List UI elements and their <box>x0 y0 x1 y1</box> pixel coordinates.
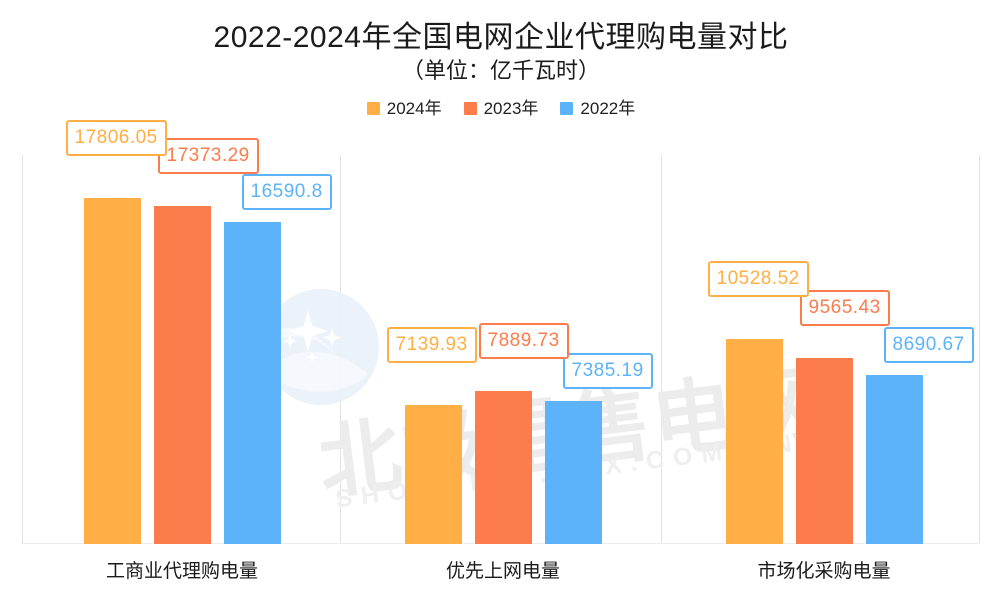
value-label: 10528.52 <box>707 261 809 297</box>
value-label: 9565.43 <box>799 290 890 326</box>
chart-legend: 2024年 2023年 2022年 <box>0 100 1002 117</box>
bar-rect <box>725 339 783 544</box>
bar-2023年-优先上网电量[interactable]: 7889.73 <box>474 155 569 544</box>
chart-subtitle: （单位：亿千瓦时） <box>401 58 600 83</box>
legend-swatch-icon <box>463 102 477 115</box>
bar-rect <box>223 222 281 544</box>
bar-rect <box>83 198 141 544</box>
legend-swatch-icon <box>560 102 574 115</box>
bar-rect <box>865 375 923 544</box>
group-divider-2 <box>661 155 662 543</box>
bar-rect <box>153 206 211 544</box>
bar-rect <box>404 405 462 544</box>
value-label: 8690.67 <box>883 327 974 363</box>
legend-item-label: 2024年 <box>386 99 442 118</box>
value-label: 7889.73 <box>478 323 569 359</box>
bar-2024年-市场化采购电量[interactable]: 10528.52 <box>707 155 809 544</box>
value-label: 16590.8 <box>241 174 332 210</box>
legend-swatch-icon <box>366 102 380 115</box>
bar-2022年-市场化采购电量[interactable]: 8690.67 <box>865 155 974 544</box>
bar-groups: 17806.05 17373.29 16590.8 7139.93 7889.73 738… <box>22 120 980 544</box>
bar-2022年-优先上网电量[interactable]: 7385.19 <box>544 155 653 544</box>
value-label: 7385.19 <box>562 353 653 389</box>
bar-2024年-优先上网电量[interactable]: 7139.93 <box>386 155 477 544</box>
bar-2023年-工商业代理购电量[interactable]: 17373.29 <box>153 138 259 544</box>
legend-item-2024年[interactable]: 2024年 <box>366 99 442 118</box>
value-label: 7139.93 <box>386 327 477 363</box>
bar-2024年-工商业代理购电量[interactable]: 17806.05 <box>65 120 167 544</box>
category-label-3: 市场化采购电量 <box>757 561 891 582</box>
legend-item-2023年[interactable]: 2023年 <box>463 99 539 118</box>
bar-rect <box>795 358 853 544</box>
bar-rect <box>544 401 602 544</box>
chart-title: 2022-2024年全国电网企业代理购电量对比 <box>213 21 789 54</box>
bar-group-3: 10528.52 9565.43 8690.67 <box>707 155 974 544</box>
legend-item-label: 2023年 <box>483 99 539 118</box>
bar-rect <box>474 391 532 544</box>
bar-2023年-市场化采购电量[interactable]: 9565.43 <box>795 155 890 544</box>
category-label-1: 工商业代理购电量 <box>105 561 258 582</box>
bar-group-2: 7139.93 7889.73 7385.19 <box>386 155 653 544</box>
value-label: 17373.29 <box>157 138 259 174</box>
value-label: 17806.05 <box>65 120 167 156</box>
legend-item-2022年[interactable]: 2022年 <box>560 100 635 117</box>
category-label-2: 优先上网电量 <box>445 561 560 582</box>
legend-item-label: 2022年 <box>580 99 636 118</box>
bar-group-1: 17806.05 17373.29 16590.8 <box>65 120 332 544</box>
bar-2022年-工商业代理购电量[interactable]: 16590.8 <box>223 155 332 544</box>
category-axis: 工商业代理购电量 优先上网电量 市场化采购电量 <box>22 556 980 588</box>
